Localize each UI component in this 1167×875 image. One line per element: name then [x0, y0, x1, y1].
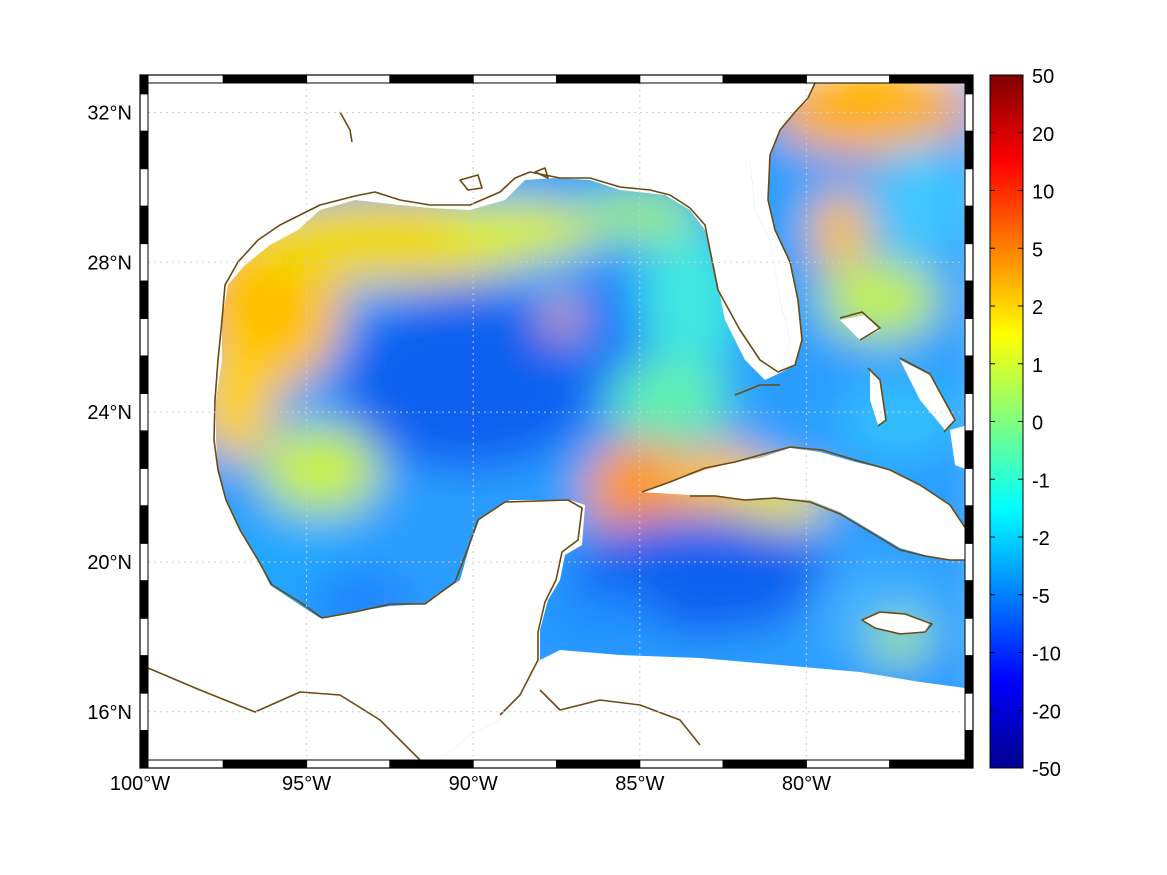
frame-segment-left	[139, 168, 149, 207]
frame-segment-bottom	[722, 759, 807, 769]
frame-segment-right	[964, 692, 974, 732]
frame-segment-left	[139, 355, 149, 394]
frame-segment-right	[964, 93, 974, 132]
frame-segment-right	[964, 317, 974, 357]
longitude-tick-label: 80°W	[782, 773, 831, 795]
frame-segment-top	[222, 74, 308, 84]
frame-segment-left	[139, 243, 149, 282]
frame-segment-right	[964, 430, 974, 469]
colorbar-tick-label: -5	[1032, 586, 1050, 608]
colorbar-tick-label: -20	[1032, 701, 1061, 723]
frame-segment-top	[139, 74, 224, 84]
frame-segment-left	[139, 317, 149, 357]
map-frame	[139, 74, 974, 769]
colorbar-tick-label: -50	[1032, 759, 1061, 781]
frame-segment-left	[139, 542, 149, 582]
frame-segment-left	[139, 505, 149, 544]
frame-segment-right	[964, 505, 974, 544]
frame-segment-right	[964, 168, 974, 207]
frame-segment-top	[639, 74, 724, 84]
frame-segment-left	[139, 692, 149, 732]
frame-segment-left	[139, 130, 149, 170]
colorbar-tick-label: 2	[1032, 297, 1043, 319]
longitude-tick-label: 85°W	[615, 773, 664, 795]
frame-segment-left	[139, 93, 149, 132]
frame-segment-bottom	[805, 759, 891, 769]
frame-segment-left	[139, 280, 149, 319]
frame-segment-top	[805, 74, 891, 84]
frame-segment-bottom	[306, 759, 391, 769]
frame-segment-top	[389, 74, 474, 84]
frame-segment-bottom	[556, 759, 641, 769]
frame-segment-top	[889, 74, 974, 84]
frame-segment-top	[472, 74, 558, 84]
frame-segment-left	[139, 655, 149, 694]
frame-segment-right	[964, 205, 974, 245]
colorbar-tick-label: -1	[1032, 470, 1050, 492]
longitude-labels: 100°W 95°W 90°W 85°W 80°W	[110, 773, 831, 795]
frame-segment-right	[964, 542, 974, 582]
land-mask	[148, 83, 965, 760]
latitude-tick-label: 28°N	[87, 252, 132, 274]
frame-segment-top	[722, 74, 807, 84]
frame-segment-left	[139, 205, 149, 245]
latitude-tick-label: 20°N	[87, 552, 132, 574]
frame-segment-right	[964, 580, 974, 619]
frame-segment-left	[139, 730, 149, 769]
frame-segment-right	[964, 617, 974, 657]
frame-segment-left	[139, 580, 149, 619]
frame-segment-bottom	[472, 759, 558, 769]
latitude-tick-label: 32°N	[87, 102, 132, 124]
latitude-labels: 32°N 28°N 24°N 20°N 16°N	[87, 102, 132, 723]
frame-outline	[139, 74, 974, 769]
longitude-tick-label: 90°W	[449, 773, 498, 795]
frame-segment-bottom	[639, 759, 724, 769]
frame-segment-right	[964, 243, 974, 282]
frame-segment-top	[306, 74, 391, 84]
gulf-center-low	[340, 290, 600, 470]
colorbar-tick-label: 20	[1032, 124, 1054, 146]
frame-segment-left	[139, 74, 149, 95]
colorbar-tick-label: -10	[1032, 644, 1061, 666]
colorbar-gradient	[989, 74, 1024, 769]
frame-segment-right	[964, 74, 974, 95]
frame-segment-left	[139, 430, 149, 469]
frame-segment-right	[964, 655, 974, 694]
frame-segment-bottom	[389, 759, 474, 769]
frame-segment-top	[556, 74, 641, 84]
frame-segment-right	[964, 467, 974, 507]
frame-segment-bottom	[889, 759, 974, 769]
frame-segment-bottom	[139, 759, 224, 769]
colorbar-tick-label: 10	[1032, 182, 1054, 204]
frame-segment-right	[964, 130, 974, 170]
frame-segment-bottom	[222, 759, 308, 769]
frame-segment-right	[964, 392, 974, 432]
latitude-tick-label: 24°N	[87, 402, 132, 424]
colorbar-tick-label: 1	[1032, 355, 1043, 377]
frame-segment-right	[964, 280, 974, 319]
frame-segment-left	[139, 467, 149, 507]
coastlines	[148, 83, 965, 760]
colorbar-tick-label: 5	[1032, 239, 1043, 261]
sea-level-anomaly-field	[148, 83, 965, 760]
colorbar-tick-label: 50	[1032, 66, 1054, 88]
frame-segment-right	[964, 355, 974, 394]
frame-segment-left	[139, 617, 149, 657]
frame-segment-right	[964, 730, 974, 769]
colorbar-tick-label: 0	[1032, 413, 1043, 435]
atlantic-high	[770, 83, 965, 155]
latitude-tick-label: 16°N	[87, 702, 132, 724]
longitude-tick-label: 95°W	[282, 773, 331, 795]
frame-segment-left	[139, 392, 149, 432]
longitude-tick-label: 100°W	[110, 773, 170, 795]
colorbar-tick-label: -2	[1032, 528, 1050, 550]
yucatan-channel-high	[585, 440, 695, 540]
